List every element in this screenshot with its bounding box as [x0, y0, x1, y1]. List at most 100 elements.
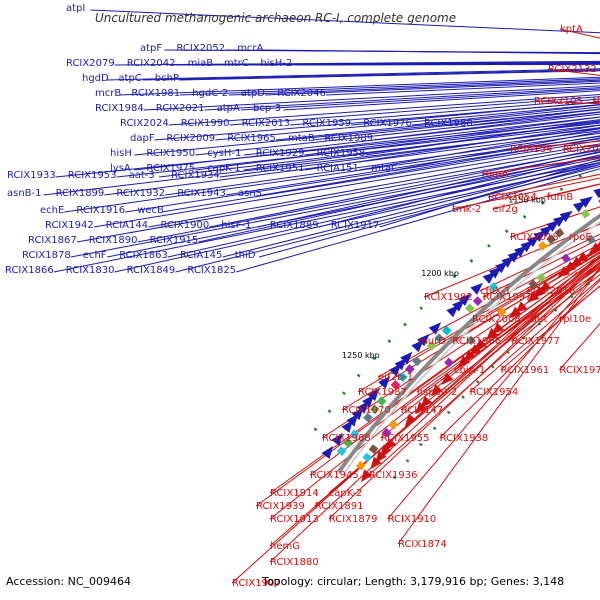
reverse-gene-arrow	[384, 438, 397, 451]
outer-label-connector	[411, 104, 600, 126]
forward-cog-block	[369, 404, 380, 415]
outer-label-connector	[116, 122, 600, 178]
outer-gene-label: RCIX1965	[227, 133, 276, 144]
gc-marker	[469, 258, 474, 263]
outer-label-connector	[53, 161, 600, 273]
outer-label-connector	[304, 116, 600, 156]
inner-gene-label: RCIX1966	[452, 336, 501, 347]
inner-label-connector	[387, 266, 600, 520]
backbone-outer-line	[336, 213, 600, 474]
inner-gene-label: RCIX1938	[440, 433, 489, 444]
inner-gene-label: RCIX1939	[256, 501, 305, 512]
outer-label-connector	[165, 132, 600, 196]
gc-marker	[419, 306, 424, 310]
outer-gene-label: RCIX1916	[76, 205, 125, 216]
reverse-gene-arrow	[404, 413, 417, 427]
outer-gene-label: RCIX1942	[45, 220, 94, 231]
forward-cog-block	[554, 227, 565, 238]
reverse-gene-arrow	[375, 450, 387, 464]
gc-marker	[313, 427, 318, 432]
inner-gene-label: RCIX1972	[559, 365, 600, 376]
inner-gene-label: RCIX2105	[534, 96, 583, 107]
gc-marker	[446, 410, 451, 415]
reverse-cog-block	[528, 279, 538, 290]
outer-label-connector	[159, 124, 600, 178]
outer-label-connector	[148, 145, 600, 228]
inner-gene-label: RCIX2132	[548, 64, 597, 75]
outer-gene-label: hisH-2	[260, 58, 292, 69]
outer-label-connector	[379, 158, 600, 228]
inner-gene-label: RCIX1987	[358, 387, 407, 398]
inner-label-connector	[368, 268, 600, 476]
outer-label-connector	[43, 128, 600, 196]
inner-label-connector	[492, 183, 600, 210]
inner-gene-label: rpoE	[569, 232, 592, 243]
outer-label-connector	[228, 79, 600, 96]
outer-gene-label: RCIX1900	[161, 220, 210, 231]
outer-label-connector	[114, 60, 600, 66]
outer-gene-label: RCIX2079	[66, 58, 115, 69]
inner-gene-label: RCIX1914	[270, 488, 319, 499]
inner-label-connector	[471, 247, 600, 320]
forward-gene-arrow	[321, 446, 333, 459]
reverse-cog-block	[381, 427, 392, 438]
outer-label-connector	[258, 164, 600, 258]
forward-gene-arrow	[488, 266, 502, 279]
forward-gene-arrow	[573, 201, 587, 213]
forward-cog-block	[390, 380, 401, 390]
reverse-cog-block	[388, 419, 399, 430]
outer-gene-label: RCIX1890	[89, 235, 138, 246]
outer-gene-label: RCIX1988	[424, 118, 473, 129]
outer-gene-label: thiD	[235, 250, 256, 261]
forward-cog-block	[488, 281, 499, 292]
inner-gene-label: capK-2	[329, 488, 362, 499]
inner-label-connector	[231, 271, 578, 584]
outer-label-connector	[262, 137, 600, 196]
gc-marker	[522, 214, 527, 219]
inner-gene-label: RCIX1874	[398, 539, 447, 550]
forward-gene-arrow	[593, 188, 600, 199]
reverse-gene-arrow	[563, 261, 577, 273]
reverse-gene-arrow	[474, 338, 487, 351]
outer-gene-label: RCIX2024	[120, 118, 169, 129]
outer-gene-label: RCIX1849	[127, 265, 176, 276]
gc-marker	[490, 364, 495, 369]
inner-label-connector	[451, 177, 600, 210]
inner-gene-label: murD	[418, 336, 446, 347]
reverse-gene-arrow	[595, 240, 600, 249]
gc-marker	[586, 281, 591, 286]
inner-label-connector	[417, 243, 600, 342]
outer-gene-label: RCIX1863	[119, 250, 168, 261]
outer-label-connector	[106, 68, 600, 81]
inner-gene-label: hsp60-2	[417, 387, 458, 398]
outer-label-connector	[125, 138, 600, 213]
outer-label-connector	[215, 103, 600, 141]
gc-marker	[405, 459, 410, 463]
forward-gene-arrow	[389, 363, 402, 377]
reverse-gene-arrow	[361, 469, 373, 483]
outer-gene-label: RCIX1975	[146, 163, 195, 174]
inner-gene-label: RCIX1954	[470, 387, 519, 398]
reverse-gene-arrow	[533, 286, 546, 298]
inner-gene-label: RCIX1945	[310, 470, 359, 481]
outer-label-connector	[104, 130, 600, 196]
forward-gene-arrow	[351, 407, 364, 421]
reverse-cog-block	[586, 234, 596, 245]
inner-label-connector	[487, 173, 600, 198]
inner-label-connector	[510, 273, 600, 342]
outer-label-connector	[119, 76, 600, 96]
gene-label-layer: atpI atpF RCIX2052 mcrA RCIX2079 RCIX2042 miaB…	[5, 3, 600, 589]
gc-marker	[506, 350, 510, 355]
outer-gene-label: RCIX1990	[181, 118, 230, 129]
gc-marker	[521, 336, 526, 340]
outer-gene-label: atpA	[217, 103, 240, 114]
inner-gene-label: rpl10e	[559, 314, 591, 325]
forward-gene-arrow	[482, 271, 496, 284]
outer-gene-label: miaB	[188, 58, 214, 69]
outer-gene-label: RCIX2046	[277, 88, 326, 99]
outer-gene-label: atpI	[66, 3, 85, 14]
inner-gene-label: RCIX1968	[322, 433, 371, 444]
outer-gene-label: hisH	[110, 148, 132, 159]
forward-cog-block	[404, 364, 415, 374]
